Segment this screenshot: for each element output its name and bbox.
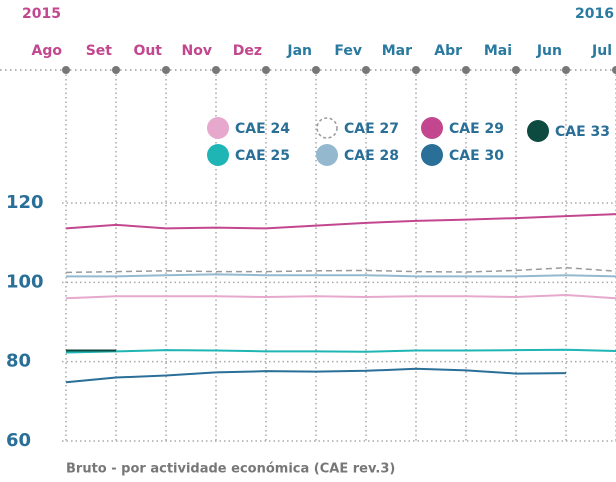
y-tick-label: 120: [6, 192, 44, 213]
x-tick-label: Dez: [233, 43, 262, 59]
x-tick-label: Ago: [32, 43, 63, 59]
legend-label: CAE 25: [235, 148, 290, 164]
month-dot: [262, 66, 270, 74]
series-line: [65, 266, 616, 274]
month-dot: [412, 66, 420, 74]
legend-swatch: [421, 117, 443, 139]
month-dot: [562, 66, 570, 74]
month-dot: [362, 66, 370, 74]
x-tick-label: Mar: [382, 43, 412, 59]
month-dot: [512, 66, 520, 74]
year-label: 2015: [22, 6, 61, 22]
y-tick-label: 80: [6, 351, 31, 372]
legend-swatch: [421, 144, 443, 166]
series-line: [65, 213, 616, 230]
legend-label: CAE 27: [344, 121, 399, 137]
legend-label: CAE 30: [449, 148, 504, 164]
month-dot: [312, 66, 320, 74]
month-dot: [212, 66, 220, 74]
month-dot: [112, 66, 120, 74]
footnote: Bruto - por actividade económica (CAE re…: [66, 462, 395, 477]
legend-swatch: [316, 117, 338, 139]
x-tick-label: Out: [133, 43, 162, 59]
month-dot: [62, 66, 70, 74]
series-line: [65, 348, 616, 354]
x-tick-label: Nov: [182, 43, 212, 59]
x-tick-label: Fev: [334, 43, 362, 59]
legend-label: CAE 28: [344, 148, 399, 164]
series-line: [65, 367, 567, 384]
month-dot: [612, 66, 616, 74]
x-tick-label: Mai: [484, 43, 512, 59]
x-tick-label: Set: [86, 43, 113, 59]
legend-swatch: [207, 117, 229, 139]
month-dot: [462, 66, 470, 74]
year-label: 2016: [575, 6, 614, 22]
month-dot: [162, 66, 170, 74]
y-tick-label: 60: [6, 430, 31, 451]
legend-label: CAE 24: [235, 121, 290, 137]
legend-swatch: [527, 120, 549, 142]
x-tick-label: Abr: [434, 43, 462, 59]
legend-label: CAE 29: [449, 121, 504, 137]
x-tick-label: Jul: [591, 43, 612, 59]
legend-swatch: [207, 144, 229, 166]
legend-label: CAE 33: [555, 124, 610, 140]
series-line: [66, 273, 616, 278]
x-tick-label: Jun: [536, 43, 562, 59]
y-tick-label: 100: [6, 271, 44, 292]
legend-swatch: [316, 144, 338, 166]
series-line: [65, 294, 616, 300]
x-tick-label: Jan: [286, 43, 312, 59]
